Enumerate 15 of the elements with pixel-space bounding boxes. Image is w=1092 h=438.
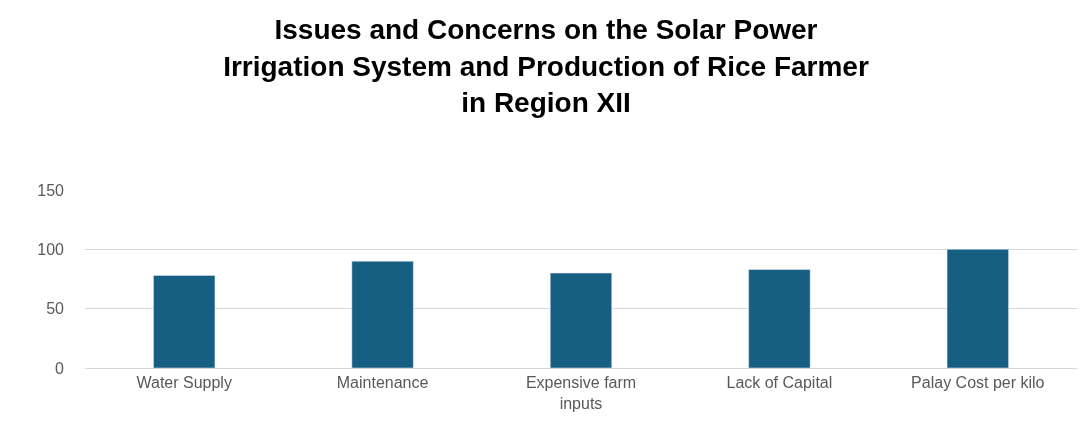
bar <box>550 272 612 368</box>
chart-title: Issues and Concerns on the Solar Power Irrigation System and Production of Rice Farmer in Region XII <box>223 14 869 119</box>
bar <box>748 269 811 368</box>
y-tick-label: 100 <box>37 240 65 258</box>
bar <box>153 275 216 368</box>
y-tick-label: 50 <box>46 300 65 318</box>
x-tick-label: Water Supply <box>136 374 232 392</box>
bar <box>351 260 414 368</box>
y-tick-label: 0 <box>55 359 65 377</box>
y-tick-label: 150 <box>37 181 65 199</box>
x-tick-label: Lack of Capital <box>726 374 833 392</box>
bar <box>946 249 1009 368</box>
x-tick-label: Palay Cost per kilo <box>911 374 1045 392</box>
x-tick-label: Maintenance <box>336 374 429 392</box>
x-tick-label: Expensive farm inputs <box>525 374 637 412</box>
